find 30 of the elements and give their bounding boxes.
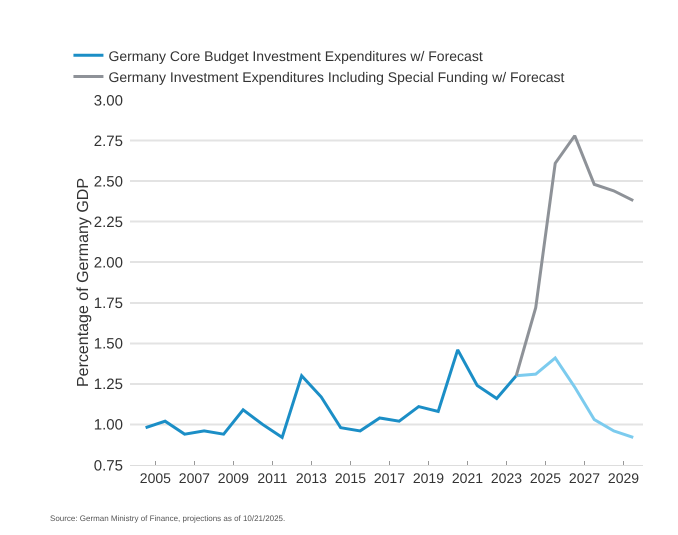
source-note: Source: German Ministry of Finance, projections as of 10/21/2025. xyxy=(50,514,286,523)
y-tick-label: 1.50 xyxy=(94,336,123,353)
y-tick-label: 1.75 xyxy=(94,295,123,312)
x-tick-label: 2017 xyxy=(374,470,406,486)
x-tick-label: 2009 xyxy=(218,470,250,486)
x-tick-label: 2015 xyxy=(334,470,366,486)
y-tick-label: 0.75 xyxy=(94,457,123,474)
y-tick-label: 1.25 xyxy=(94,376,123,394)
line-series xyxy=(144,348,518,439)
x-tick-label: 2029 xyxy=(608,470,640,486)
line-series xyxy=(514,134,635,378)
x-tick-label: 2019 xyxy=(412,470,444,486)
x-tick-label: 2007 xyxy=(178,470,210,486)
y-tick-label: 2.50 xyxy=(94,173,123,190)
y-tick-label: 2.25 xyxy=(94,214,123,231)
x-tick-label: 2025 xyxy=(530,470,562,486)
legend-label: Germany Core Budget Investment Expenditures w/ Forecast xyxy=(108,48,483,64)
y-axis-title: Percentage of Germany GDP xyxy=(74,178,92,387)
x-tick-label: 2013 xyxy=(296,470,328,486)
x-tick-label: 2023 xyxy=(490,470,522,486)
y-tick-label: 3.00 xyxy=(94,92,123,110)
y-tick-label: 2.75 xyxy=(94,132,123,150)
x-tick-label: 2021 xyxy=(452,470,484,486)
y-tick-label: 1.00 xyxy=(94,416,123,434)
y-tick-label: 2.00 xyxy=(94,254,123,272)
line-series xyxy=(514,356,635,439)
legend-label: Germany Investment Expenditures Including Special Funding w/ Forecast xyxy=(108,68,565,85)
x-tick-label: 2027 xyxy=(568,470,600,486)
x-tick-label: 2011 xyxy=(257,470,288,486)
x-tick-label: 2005 xyxy=(140,470,172,486)
